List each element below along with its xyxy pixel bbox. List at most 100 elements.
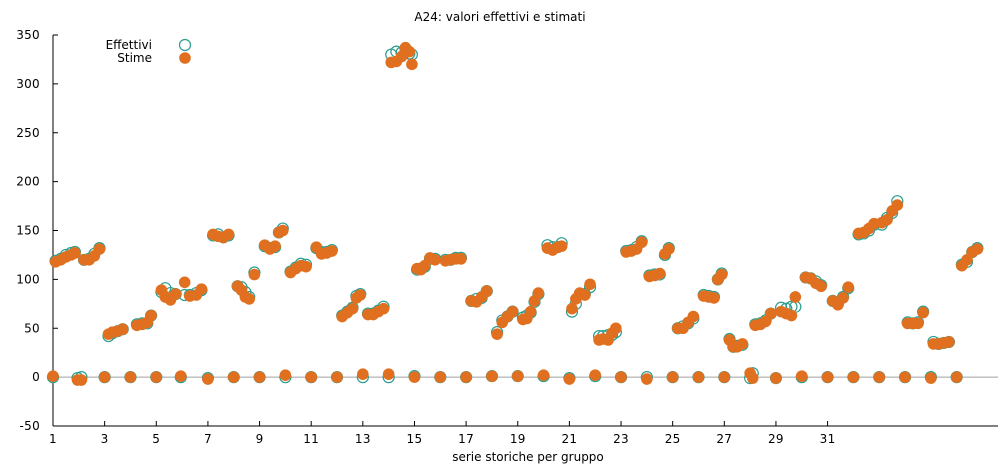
data-point-stime	[785, 309, 798, 322]
data-point-stime	[434, 371, 447, 383]
data-point-stime	[764, 307, 777, 320]
data-point-stime	[736, 338, 749, 350]
data-point-stime	[666, 371, 679, 383]
data-point-stime	[93, 243, 106, 255]
data-point-stime	[124, 371, 137, 383]
data-point-stime	[789, 291, 802, 303]
data-point-stime	[145, 309, 157, 322]
data-point-stime	[653, 267, 666, 280]
data-point-stime	[873, 371, 886, 383]
data-point-stime	[406, 58, 418, 71]
data-point-stime	[746, 372, 759, 384]
data-point-stime	[175, 370, 187, 382]
data-point-stime	[305, 371, 317, 383]
data-point-stime	[635, 236, 648, 249]
data-point-stime	[925, 372, 937, 384]
y-tick-label: 50	[24, 321, 40, 335]
x-tick-label: 31	[820, 432, 836, 446]
x-tick-label: 3	[101, 432, 109, 446]
data-point-stime	[881, 213, 893, 226]
data-point-stime	[269, 240, 281, 252]
data-point-stime	[429, 254, 441, 266]
data-point-stime	[227, 371, 240, 383]
data-point-stime	[195, 283, 208, 295]
data-point-stime	[486, 370, 498, 382]
x-tick-label: 11	[303, 432, 319, 446]
legend: Effettivi Stime	[106, 38, 192, 65]
data-point-stime	[770, 372, 782, 384]
legend-label-effettivi: Effettivi	[106, 38, 152, 52]
data-point-stime	[641, 373, 653, 385]
data-point-stime	[950, 371, 963, 383]
y-tick-label: 150	[16, 224, 40, 238]
data-point-stime	[891, 199, 904, 211]
y-tick-label: 350	[16, 28, 40, 42]
x-tick-label: 17	[458, 432, 474, 446]
data-point-stime	[718, 371, 731, 383]
data-point-stime	[555, 240, 568, 252]
data-point-stime	[377, 302, 390, 315]
y-tick-label: -50	[20, 419, 41, 433]
x-tick-label: 9	[256, 432, 264, 446]
data-point-stime	[610, 322, 622, 335]
x-tick-label: 15	[407, 432, 423, 446]
legend-marker-stime	[179, 52, 191, 64]
data-point-stime	[912, 317, 924, 330]
data-point-stime	[354, 289, 367, 301]
data-point-stime	[243, 293, 256, 305]
data-point-stime	[821, 371, 834, 383]
data-point-stime	[357, 368, 369, 380]
data-point-stime	[300, 260, 312, 273]
data-point-stime	[98, 371, 111, 383]
data-point-stime	[971, 243, 984, 255]
data-point-stime	[837, 292, 849, 304]
data-point-stime	[506, 305, 519, 318]
data-point-stime	[382, 368, 395, 380]
x-tick-label: 27	[716, 432, 732, 446]
data-point-stime	[511, 370, 524, 382]
data-point-stime	[455, 253, 467, 265]
data-point-stime	[715, 268, 728, 281]
series-effettivi	[46, 42, 984, 385]
x-tick-label: 1	[49, 432, 57, 446]
legend-label-stime: Stime	[117, 51, 152, 65]
data-point-stime	[222, 228, 235, 241]
x-tick-label: 5	[152, 432, 160, 446]
data-point-stime	[589, 369, 602, 381]
data-point-stime	[566, 302, 578, 315]
x-tick-label: 29	[768, 432, 784, 446]
y-tick-label: 0	[32, 370, 40, 384]
x-tick-label: 7	[204, 432, 212, 446]
data-point-stime	[842, 281, 855, 293]
series-stime	[47, 41, 984, 386]
data-point-stime	[346, 302, 359, 315]
data-point-stime	[537, 369, 550, 381]
data-point-stime	[899, 371, 911, 383]
x-tick-label: 13	[355, 432, 371, 446]
data-point-stime	[116, 323, 129, 336]
data-point-stime	[662, 243, 675, 255]
data-point-stime	[491, 328, 503, 340]
data-point-stime	[692, 371, 705, 383]
legend-marker-effettivi	[178, 38, 192, 52]
data-point-stime	[403, 45, 416, 58]
data-point-stime	[331, 371, 343, 383]
data-point-stime	[847, 371, 860, 383]
data-point-stime	[943, 336, 955, 348]
data-point-stime	[687, 310, 700, 323]
data-point-stime	[253, 371, 266, 383]
y-tick-label: 100	[16, 272, 40, 286]
y-tick-label: 250	[16, 126, 40, 140]
data-point-stime	[480, 285, 493, 297]
data-point-stime	[708, 292, 720, 304]
y-tick-label: 300	[16, 77, 40, 91]
data-point-stime	[460, 371, 472, 383]
data-point-stime	[326, 245, 338, 257]
x-axis-label: serie storiche per gruppo	[452, 450, 604, 464]
data-point-stime	[47, 370, 59, 382]
x-tick-label: 23	[613, 432, 629, 446]
data-point-stime	[563, 373, 576, 385]
